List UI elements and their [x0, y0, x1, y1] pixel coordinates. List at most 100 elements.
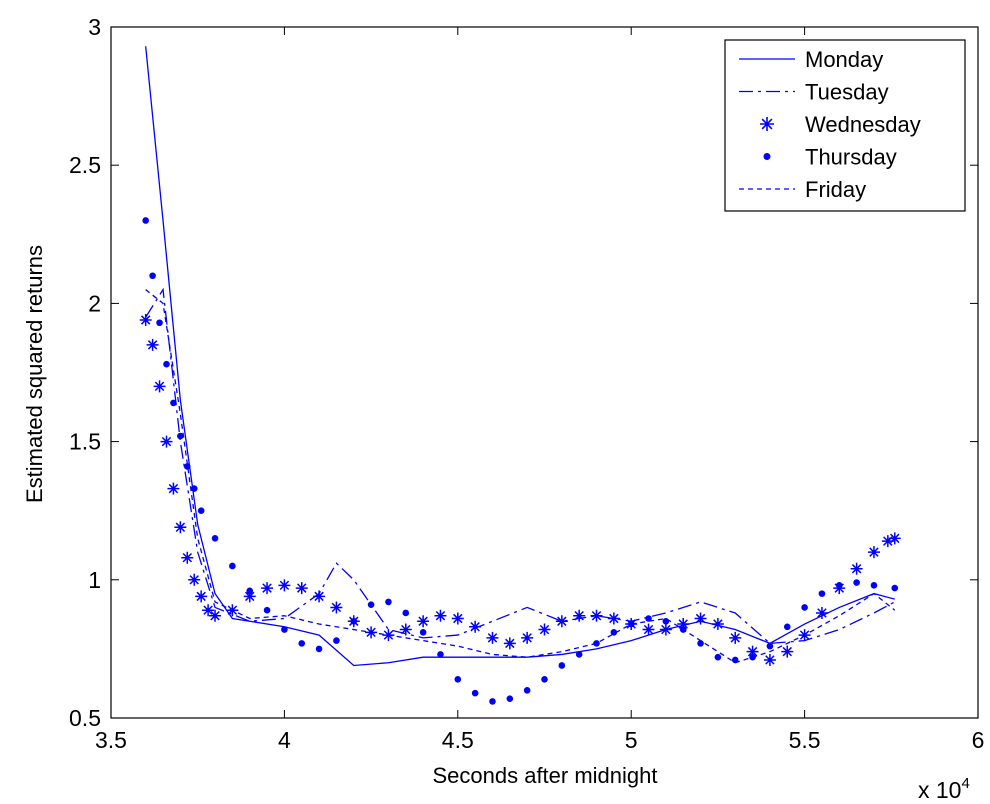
x-axis-multiplier-base: x 10 [918, 777, 961, 803]
y-axis-ticks: 0.5 1 1.5 2 2.5 3 [69, 14, 978, 731]
series-thursday-point [211, 535, 219, 542]
x-tick-label: 5 [625, 727, 638, 753]
series-wednesday-point [815, 606, 828, 619]
series-monday [145, 46, 895, 667]
series-wednesday-point [486, 631, 499, 644]
series-thursday-point [766, 642, 774, 650]
y-tick-label: 1.5 [69, 429, 101, 455]
x-axis-multiplier-exponent: 4 [961, 775, 969, 792]
series-thursday-point [367, 601, 375, 608]
series-layer [139, 46, 901, 705]
series-thursday-point [333, 637, 340, 644]
series-thursday-point [281, 626, 288, 633]
x-tick-label: 3.5 [95, 727, 127, 753]
series-wednesday-point [195, 590, 208, 603]
series-wednesday-point [521, 631, 534, 644]
series-thursday-point [645, 615, 652, 622]
series-wednesday-point [850, 562, 863, 575]
legend-item-tuesday: Tuesday [739, 80, 889, 105]
series-thursday-point [183, 463, 191, 470]
series-wednesday-point [763, 653, 776, 666]
series-wednesday-point [313, 590, 326, 603]
series-wednesday-point [694, 612, 707, 625]
series-thursday-point [489, 698, 496, 705]
series-thursday-point [801, 604, 808, 611]
series-thursday [142, 217, 899, 705]
series-thursday-point [177, 432, 184, 440]
series-thursday-point [558, 662, 566, 669]
x-tick-label: 6 [972, 727, 985, 753]
series-wednesday-point [888, 532, 901, 545]
series-wednesday-point [295, 582, 308, 595]
series-wednesday-point [174, 521, 187, 534]
series-wednesday-point [659, 623, 672, 636]
y-axis-label: Estimated squared returns [22, 245, 47, 503]
series-wednesday-point [181, 551, 194, 564]
x-axis-multiplier: x 104 [918, 775, 970, 803]
series-thursday-point [170, 399, 177, 407]
series-wednesday-point [330, 601, 343, 614]
series-wednesday-point [451, 612, 464, 625]
x-axis-label: Seconds after midnight [432, 763, 657, 788]
series-thursday-point [246, 587, 254, 595]
legend-marker-wednesday [760, 117, 774, 131]
series-thursday-point [190, 485, 198, 492]
series-wednesday-point [881, 535, 894, 548]
y-tick-label: 3 [88, 14, 101, 40]
series-thursday-point [298, 640, 306, 647]
series-thursday-point [627, 620, 635, 628]
series-thursday-point [575, 651, 583, 658]
series-thursday-point [506, 695, 514, 702]
series-thursday-point [454, 676, 462, 683]
series-wednesday-point [677, 618, 690, 631]
series-thursday-point [229, 562, 236, 570]
series-thursday-point [142, 217, 149, 224]
series-thursday-point [350, 617, 358, 625]
legend-item-monday: Monday [739, 47, 883, 72]
series-wednesday-point [538, 623, 551, 636]
y-tick-label: 0.5 [69, 705, 101, 731]
y-tick-label: 2 [88, 290, 101, 316]
legend-label-tuesday: Tuesday [805, 80, 889, 105]
series-wednesday-point [209, 609, 222, 622]
legend: Monday Tuesday Wednesday Thursday Friday [724, 39, 966, 212]
series-thursday-point [156, 319, 163, 327]
series-thursday-point [197, 507, 205, 514]
series-thursday-point [419, 629, 427, 636]
series-wednesday-point [590, 609, 603, 622]
y-tick-label: 1 [88, 567, 101, 593]
series-wednesday-point [261, 582, 274, 595]
series-thursday-point [714, 653, 722, 661]
series-wednesday-point [607, 612, 620, 625]
legend-item-thursday: Thursday [763, 145, 897, 170]
series-thursday-point [437, 651, 444, 658]
series-thursday-point [853, 579, 860, 586]
series-thursday-point [783, 623, 791, 631]
series-thursday-point [523, 687, 531, 694]
series-thursday-point [870, 582, 878, 589]
series-thursday-point [891, 584, 899, 592]
series-thursday-point [149, 272, 156, 280]
series-thursday-point [610, 629, 618, 636]
series-wednesday-point [202, 604, 215, 617]
series-thursday-point [163, 360, 170, 368]
series-wednesday-point [729, 631, 742, 644]
series-wednesday-point [167, 482, 180, 495]
series-wednesday-point [160, 435, 173, 448]
x-tick-label: 4.5 [442, 727, 474, 753]
series-friday-line [145, 289, 896, 664]
series-wednesday-point [417, 615, 430, 628]
series-wednesday-point [434, 609, 447, 622]
x-axis-ticks: 3.5 4 4.5 5 5.5 6 [95, 27, 984, 753]
series-wednesday-point [781, 645, 794, 658]
series-wednesday-point [867, 546, 880, 559]
series-wednesday-point [139, 313, 152, 326]
series-friday [145, 289, 896, 664]
series-thursday-point [263, 606, 271, 614]
legend-label-wednesday: Wednesday [805, 112, 921, 137]
legend-label-friday: Friday [805, 177, 866, 202]
series-wednesday-point [469, 620, 482, 633]
series-thursday-point [697, 640, 704, 647]
series-wednesday-point [555, 615, 568, 628]
